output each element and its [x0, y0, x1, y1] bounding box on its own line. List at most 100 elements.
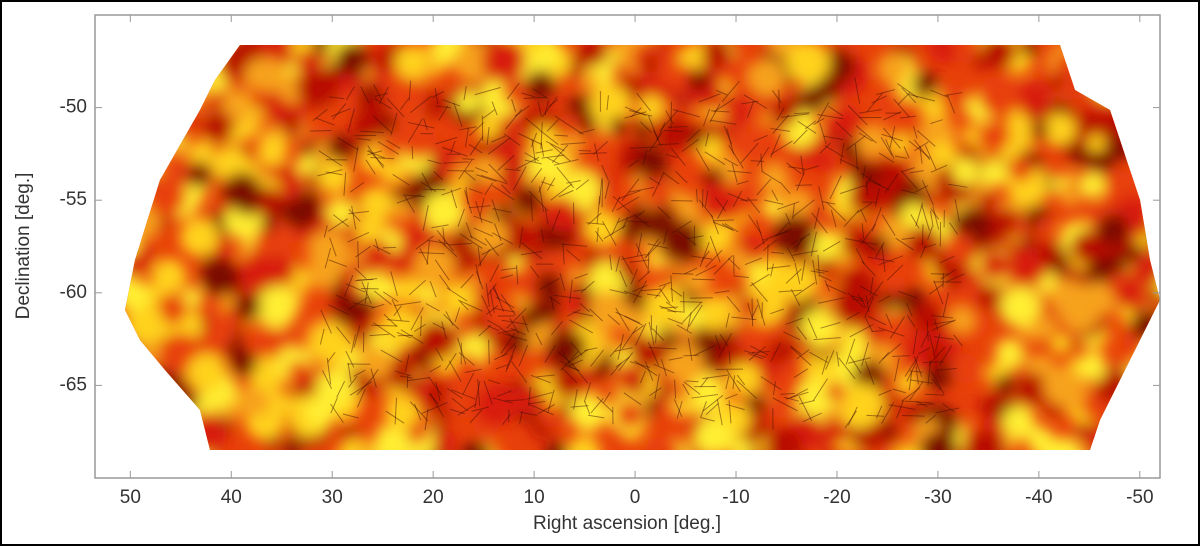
- texture-blob: [511, 385, 542, 415]
- vector-stroke: [621, 326, 638, 350]
- vector-stroke: [770, 342, 782, 362]
- vector-stroke: [528, 190, 549, 212]
- vector-stroke: [315, 117, 335, 126]
- vector-stroke: [878, 327, 905, 337]
- vector-stroke: [519, 411, 538, 416]
- texture-blob: [1037, 241, 1061, 266]
- vector-stroke: [869, 276, 874, 296]
- vector-stroke: [502, 413, 511, 426]
- texture-blob: [1082, 70, 1127, 115]
- vector-stroke: [475, 263, 481, 284]
- vector-stroke: [550, 296, 555, 311]
- texture-blob: [265, 255, 296, 286]
- vector-stroke: [857, 202, 873, 214]
- texture-blob: [822, 418, 848, 444]
- vector-stroke: [700, 400, 707, 418]
- vector-stroke: [615, 256, 621, 272]
- texture-blob: [470, 216, 509, 255]
- vector-stroke: [345, 350, 355, 368]
- vector-stroke: [686, 129, 701, 143]
- vector-stroke: [493, 285, 505, 312]
- texture-blob: [1036, 216, 1054, 234]
- texture-blob: [906, 225, 941, 261]
- vector-stroke: [663, 172, 680, 185]
- texture-blob: [125, 400, 144, 434]
- texture-blob: [283, 441, 301, 450]
- vector-stroke: [883, 127, 901, 149]
- vector-stroke: [353, 369, 366, 377]
- vector-stroke: [830, 209, 837, 228]
- texture-blob: [125, 69, 127, 97]
- vector-stroke: [901, 237, 916, 240]
- vector-stroke: [599, 177, 603, 205]
- vector-stroke: [551, 209, 561, 232]
- vector-stroke: [818, 186, 825, 211]
- vector-stroke: [756, 298, 766, 326]
- vector-stroke: [801, 259, 806, 281]
- texture-blob: [696, 220, 733, 256]
- vector-stroke: [685, 380, 699, 383]
- vector-stroke: [762, 239, 778, 252]
- vector-stroke: [743, 94, 768, 109]
- vector-stroke: [423, 118, 428, 131]
- texture-blob: [317, 160, 351, 195]
- texture-blob: [708, 105, 728, 124]
- vector-stroke: [761, 170, 781, 184]
- vector-stroke: [554, 115, 567, 125]
- vector-stroke: [453, 102, 463, 127]
- vector-stroke: [329, 237, 337, 257]
- vector-stroke: [504, 399, 526, 402]
- texture-blob: [243, 57, 282, 95]
- texture-blob: [125, 231, 141, 256]
- vector-stroke: [501, 184, 511, 195]
- vector-stroke: [939, 255, 955, 264]
- vector-stroke: [660, 306, 679, 309]
- vector-stroke: [727, 257, 741, 270]
- vector-stroke: [468, 188, 483, 194]
- vector-stroke: [377, 141, 400, 155]
- vector-stroke: [688, 304, 703, 328]
- vector-stroke: [871, 206, 883, 232]
- texture-blob: [644, 321, 662, 340]
- vector-stroke: [881, 133, 903, 142]
- vector-stroke: [419, 248, 429, 265]
- vector-stroke: [727, 170, 752, 174]
- vector-stroke: [617, 334, 624, 360]
- vector-stroke: [864, 360, 875, 385]
- texture-blob: [151, 88, 196, 133]
- vector-stroke: [702, 108, 711, 127]
- vector-stroke: [474, 87, 501, 96]
- texture-blob: [125, 433, 136, 450]
- vector-stroke: [783, 396, 799, 402]
- texture-blob: [437, 149, 461, 173]
- vector-stroke: [531, 132, 538, 148]
- texture-blob: [125, 117, 128, 139]
- vector-stroke: [570, 405, 589, 408]
- texture-blob: [255, 286, 298, 329]
- vector-stroke: [374, 238, 380, 252]
- vector-stroke: [360, 86, 370, 104]
- vector-stroke: [409, 95, 432, 114]
- vector-stroke: [500, 332, 516, 354]
- vector-stroke: [336, 380, 346, 398]
- vector-stroke: [881, 343, 902, 360]
- vector-stroke: [927, 360, 932, 386]
- vector-stroke: [393, 305, 402, 317]
- vector-stroke: [634, 360, 658, 376]
- vector-stroke: [438, 105, 449, 121]
- texture-blob: [315, 368, 355, 408]
- vector-stroke: [916, 403, 935, 406]
- vector-stroke: [908, 371, 913, 391]
- vector-stroke: [818, 297, 845, 304]
- vector-stroke: [521, 92, 535, 98]
- vector-stroke: [561, 349, 571, 366]
- vector-stroke: [573, 388, 578, 410]
- vector-stroke: [561, 367, 578, 384]
- vector-stroke: [883, 111, 902, 121]
- vector-stroke: [878, 389, 892, 396]
- vector-stroke: [934, 336, 954, 340]
- vector-stroke: [584, 347, 598, 352]
- vector-stroke: [822, 240, 841, 252]
- texture-blob: [644, 284, 686, 326]
- vector-stroke: [885, 138, 895, 159]
